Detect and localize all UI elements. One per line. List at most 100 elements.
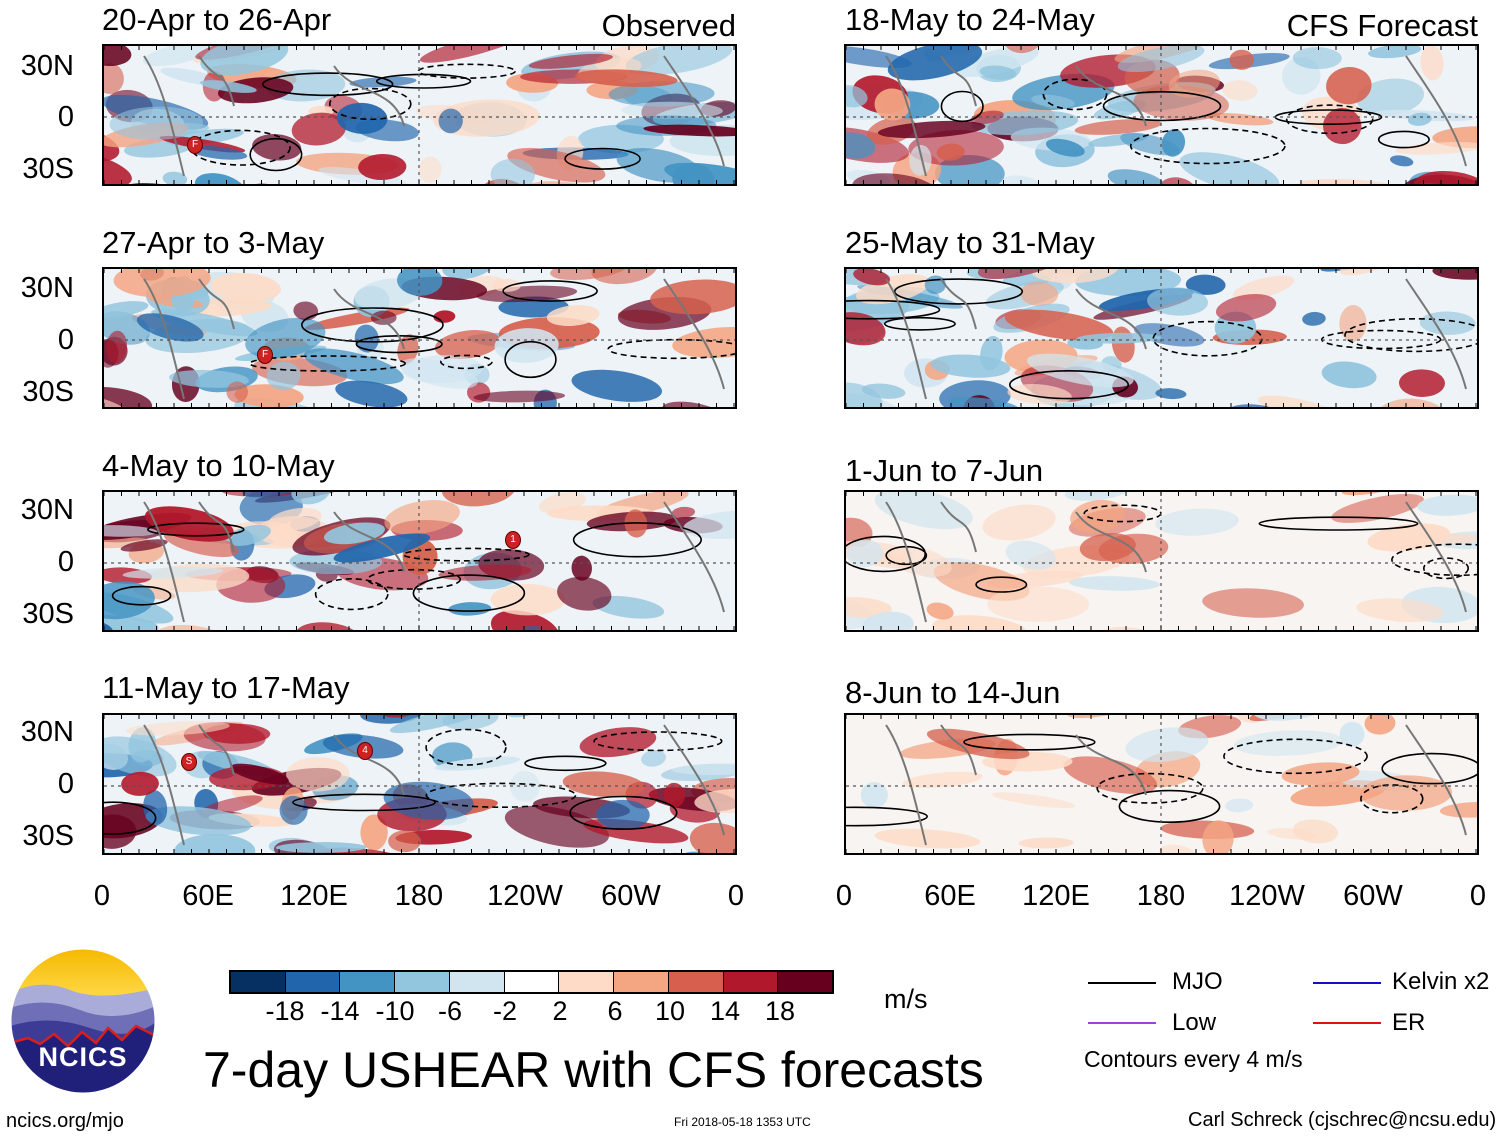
shear-anomaly-blob: [579, 727, 657, 758]
shear-anomaly-blob: [683, 510, 735, 540]
shear-anomaly-blob: [441, 492, 517, 507]
shear-anomaly-blob: [303, 348, 404, 385]
shear-anomaly-blob: [860, 782, 888, 809]
y-tick-30s: 30S: [22, 153, 74, 185]
shear-anomaly-blob: [360, 814, 388, 851]
shear-anomaly-blob: [846, 312, 886, 346]
mjo-contour: [572, 522, 703, 558]
mjo-contour: [975, 576, 1028, 593]
shear-anomaly-blob: [1222, 80, 1258, 101]
mjo-contour: [412, 574, 526, 612]
page-title: 7-day USHEAR with CFS forecasts: [203, 1042, 984, 1098]
shear-anomaly-blob: [1229, 49, 1254, 70]
shear-anomaly-blob: [441, 269, 498, 280]
shear-anomaly-blob: [1232, 275, 1295, 300]
x-tick: 120W: [487, 880, 563, 912]
x-tick: 0: [727, 880, 745, 912]
shear-anomaly-blob: [557, 576, 612, 611]
panel-title-obs-3: 4-May to 10-May: [102, 448, 335, 483]
shear-anomaly-blob: [226, 524, 271, 546]
colorbar-swatch: [285, 972, 341, 992]
mjo-contour: [846, 299, 941, 320]
shear-anomaly-blob: [846, 596, 892, 618]
mjo-contour: [524, 755, 607, 772]
legend-label-low: Low: [1172, 1009, 1217, 1036]
shear-anomaly-blob: [104, 386, 153, 407]
shear-anomaly-blob: [887, 46, 983, 81]
shear-anomaly-blob: [1202, 820, 1234, 853]
shear-anomaly-blob: [286, 757, 350, 792]
shear-anomaly-blob: [1064, 492, 1130, 501]
coastline: [333, 511, 405, 573]
coastline: [663, 724, 725, 836]
coastline: [1075, 734, 1147, 796]
colorbar-label: 18: [764, 996, 796, 1026]
y-tick-30s: 30S: [22, 376, 74, 408]
x-tick: 60W: [601, 880, 661, 912]
footer-url[interactable]: ncics.org/mjo: [6, 1110, 124, 1132]
shear-anomaly-blob: [1168, 69, 1220, 98]
shear-anomaly-blob: [641, 749, 666, 767]
coastline: [885, 278, 927, 400]
shear-anomaly-blob: [145, 806, 252, 836]
shear-anomaly-blob: [1339, 269, 1388, 276]
mjo-contour: [249, 137, 303, 172]
shear-anomaly-blob: [1419, 311, 1476, 335]
colorbar-swatch: [504, 972, 560, 992]
shear-anomaly-blob: [507, 147, 606, 183]
shear-anomaly-blob: [1155, 388, 1187, 400]
shear-anomaly-blob: [643, 124, 735, 137]
shear-anomaly-blob: [120, 539, 168, 552]
coastline: [940, 278, 977, 330]
shear-anomaly-blob: [448, 602, 492, 616]
coastline: [143, 278, 185, 400]
ncics-logo[interactable]: NCICS: [10, 948, 156, 1094]
shear-anomaly-blob: [1321, 361, 1377, 389]
footer-credit: Carl Schreck (cjschrec@ncsu.edu): [1188, 1109, 1497, 1131]
map-panel-obs-3: [102, 490, 737, 632]
colorbar-swatch: [559, 972, 615, 992]
colorbar-unit: m/s: [884, 984, 928, 1014]
observed-label: Observed: [601, 8, 736, 43]
shear-anomaly-blob: [169, 369, 249, 388]
coastline: [143, 501, 185, 623]
shear-anomaly-blob: [1356, 78, 1424, 116]
shear-anomaly-blob: [473, 390, 566, 403]
shear-anomaly-blob: [1031, 94, 1075, 109]
shear-anomaly-blob: [1298, 179, 1400, 184]
shear-anomaly-blob: [151, 309, 258, 337]
colorbar-label: 14: [709, 996, 741, 1026]
mjo-contour: [883, 316, 956, 331]
shear-anomaly-blob: [295, 622, 361, 630]
shear-anomaly-blob: [877, 120, 986, 139]
shear-anomaly-blob: [1001, 175, 1041, 184]
shear-anomaly-blob: [1117, 46, 1205, 73]
shear-anomaly-blob: [846, 85, 868, 108]
y-tick-30s: 30S: [22, 598, 74, 630]
map-panel-fcst-1: [844, 44, 1479, 186]
shear-anomaly-blob: [1407, 112, 1432, 126]
coastline: [1405, 501, 1467, 613]
shear-anomaly-blob: [902, 771, 983, 789]
shear-anomaly-blob: [1007, 384, 1072, 405]
shear-anomaly-blob: [418, 156, 442, 184]
colorbar-label: -18: [265, 996, 305, 1026]
y-tick-30n: 30N: [20, 50, 74, 82]
shear-anomaly-blob: [1389, 155, 1414, 167]
shear-anomaly-blob: [977, 269, 1072, 280]
mjo-contour: [1223, 738, 1368, 775]
colorbar-swatch: [449, 972, 505, 992]
coastline: [1075, 511, 1147, 573]
legend-line-er: [1313, 1022, 1381, 1024]
shear-anomaly-blob: [694, 788, 735, 814]
shear-anomaly-blob: [494, 328, 559, 363]
shear-anomaly-blob: [528, 53, 613, 69]
shear-anomaly-blob: [383, 781, 474, 820]
shear-anomaly-blob: [438, 564, 532, 581]
coastline: [940, 501, 977, 553]
mjo-contour: [1360, 784, 1424, 814]
shear-anomaly-blob: [671, 506, 696, 519]
shear-anomaly-blob: [1292, 47, 1342, 70]
colorbar: [229, 970, 834, 994]
mjo-contour: [593, 731, 723, 752]
